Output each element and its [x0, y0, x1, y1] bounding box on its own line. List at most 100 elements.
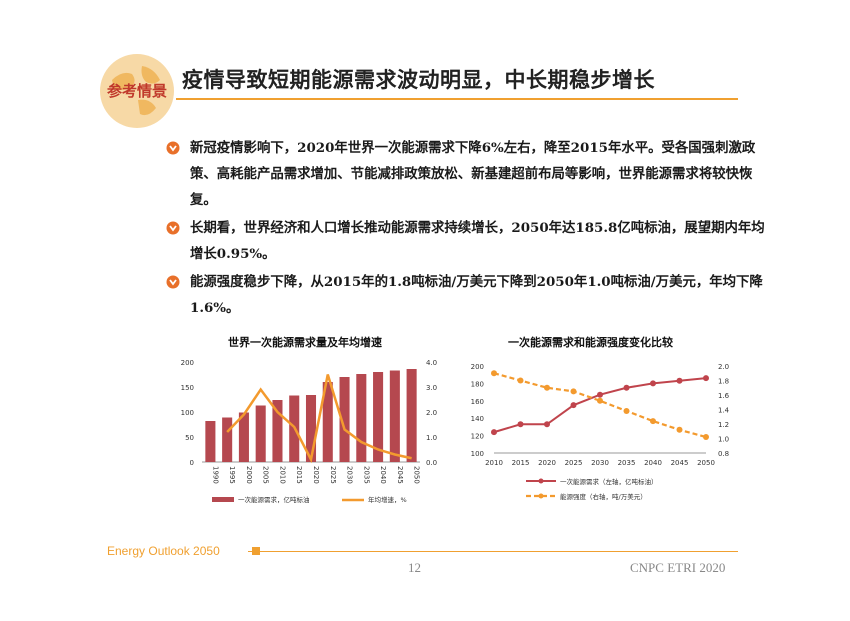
demand-point	[544, 421, 550, 428]
intensity-point	[597, 397, 603, 404]
demand-point	[703, 375, 709, 382]
bullet-text: 能源强度稳步下降，从2015年的1.8吨标油/万美元下降到2050年1.0吨标油…	[190, 274, 763, 316]
bar	[373, 372, 384, 462]
x-tick-label: 2045	[671, 459, 689, 467]
x-tick-label: 2035	[618, 459, 636, 467]
x-tick-label: 2000	[245, 466, 253, 484]
bullet-list: 新冠疫情影响下，2020年世界一次能源需求下降6%左右，降至2015年水平。受各…	[166, 135, 776, 323]
bullet-item: 新冠疫情影响下，2020年世界一次能源需求下降6%左右，降至2015年水平。受各…	[166, 135, 776, 213]
x-tick-label: 2035	[362, 466, 370, 484]
y-tick-label-right: 1.0	[718, 436, 729, 444]
bar	[205, 421, 216, 462]
bar	[255, 405, 266, 462]
y-tick-label-left: 200	[181, 359, 194, 367]
page-number: 12	[408, 560, 421, 575]
growth-rate-line	[226, 374, 412, 464]
intensity-point	[703, 434, 709, 441]
y-tick-label-left: 100	[471, 450, 484, 458]
bar	[238, 412, 249, 462]
legend-marker-intensity	[538, 493, 544, 499]
x-tick-label: 2020	[312, 466, 320, 484]
demand-point	[517, 421, 524, 428]
x-tick-label: 2040	[644, 459, 662, 467]
y-tick-label-left: 200	[471, 363, 484, 371]
legend-label: 一次能源需求，亿吨标油	[238, 495, 310, 504]
x-tick-label: 2040	[379, 466, 387, 484]
y-tick-label-left: 100	[181, 409, 194, 417]
y-tick-label-right: 1.6	[718, 392, 730, 400]
demand-growth-chart: 0 50 100 150 200 0.0 1.0 2.0 3.0 4.0 1990 1995 2000 2…	[181, 359, 438, 504]
y-tick-label-right: 4.0	[426, 359, 437, 367]
bullet-text: 长期看，世界经济和人口增长推动能源需求持续增长，2050年达185.8亿吨标油，…	[190, 220, 765, 262]
intensity-point	[491, 370, 497, 377]
demand-point	[650, 380, 656, 387]
y-tick-label-right: 0.8	[718, 450, 729, 458]
bullet-icon	[166, 275, 180, 289]
y-tick-label-left: 180	[471, 380, 484, 388]
logo-continent	[141, 66, 160, 84]
page-title: 疫情导致短期能源需求波动明显，中长期稳步增长	[182, 68, 655, 92]
demand-point	[676, 377, 683, 384]
chart2-title: 一次能源需求和能源强度变化比较	[508, 336, 673, 349]
x-tick-label: 2010	[278, 466, 286, 484]
y-tick-label-right: 1.8	[718, 378, 729, 386]
intensity-point	[544, 384, 550, 391]
scenario-logo: 参考情景	[100, 54, 174, 128]
y-tick-label-left: 50	[185, 434, 194, 442]
legend-label: 年均增速，%	[368, 495, 407, 504]
demand-intensity-chart: 100 120 140 160 180 200 0.8 1.0 1.2 1.4 1.6 1.8 2.0 2…	[471, 363, 730, 501]
logo-text: 参考情景	[107, 82, 167, 100]
bar	[356, 374, 367, 462]
x-tick-label: 2015	[295, 466, 303, 484]
y-tick-label-right: 2.0	[718, 363, 729, 371]
demand-point	[597, 391, 603, 398]
footer-marker	[252, 547, 260, 555]
legend-swatch-bar	[212, 497, 234, 502]
y-tick-label-left: 0	[190, 459, 194, 467]
bar	[406, 369, 417, 462]
chart1-title: 世界一次能源需求量及年均增速	[228, 336, 382, 349]
demand-line	[493, 377, 707, 434]
organization-name: CNPC ETRI 2020	[630, 560, 726, 575]
bullet-item: 长期看，世界经济和人口增长推动能源需求持续增长，2050年达185.8亿吨标油，…	[166, 215, 776, 267]
legend-label: 能源强度（右轴，吨/万美元）	[560, 492, 647, 501]
logo-continent	[112, 72, 135, 90]
bar	[322, 382, 333, 462]
x-tick-label: 2015	[512, 459, 530, 467]
intensity-point	[650, 418, 656, 425]
x-tick-label: 2030	[346, 466, 354, 484]
y-tick-label-right: 0.0	[426, 459, 437, 467]
x-tick-label: 1990	[211, 466, 219, 484]
intensity-line	[493, 372, 707, 439]
bullet-icon	[166, 221, 180, 235]
title-divider	[176, 98, 738, 100]
demand-point	[491, 429, 497, 436]
logo-globe	[100, 54, 174, 128]
bar	[222, 417, 233, 462]
intensity-point	[517, 377, 524, 384]
y-tick-label-right: 2.0	[426, 409, 437, 417]
bar	[389, 370, 400, 462]
bar	[272, 400, 283, 462]
x-tick-label: 2050	[413, 466, 421, 484]
intensity-point	[676, 426, 683, 433]
x-tick-label: 2025	[565, 459, 583, 467]
bullet-icon	[166, 141, 180, 155]
demand-point	[570, 402, 577, 409]
y-tick-label-left: 160	[471, 398, 484, 406]
legend-marker-demand	[538, 478, 544, 484]
x-tick-label: 2030	[591, 459, 609, 467]
x-tick-label: 2010	[485, 459, 503, 467]
logo-continent	[138, 99, 156, 116]
x-tick-label: 2025	[329, 466, 337, 484]
x-tick-label: 2020	[538, 459, 556, 467]
intensity-point	[570, 388, 577, 395]
x-tick-label: 2045	[396, 466, 404, 484]
footer-divider	[248, 551, 738, 552]
demand-point	[623, 384, 630, 391]
bullet-item: 能源强度稳步下降，从2015年的1.8吨标油/万美元下降到2050年1.0吨标油…	[166, 269, 776, 321]
y-tick-label-left: 140	[471, 415, 484, 423]
intensity-point	[623, 407, 630, 414]
bar	[305, 395, 317, 462]
footer-report-name: Energy Outlook 2050	[107, 544, 220, 558]
